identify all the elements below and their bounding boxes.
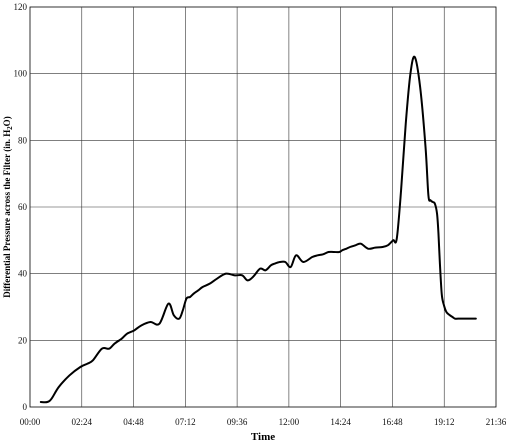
gridlines (30, 7, 496, 407)
y-tick-label: 100 (14, 69, 28, 79)
y-axis-title-subscript: 2 (6, 126, 14, 130)
y-tick-label: 40 (18, 269, 28, 279)
x-tick-label: 14:24 (330, 417, 351, 427)
differential-pressure-line (39, 55, 477, 404)
x-tick-label: 21:36 (486, 417, 507, 427)
x-tick-label: 16:48 (382, 417, 403, 427)
x-tick-label: 19:12 (434, 417, 455, 427)
x-axis-title: Time (251, 431, 275, 443)
x-tick-labels: 00:00 02:24 04:48 07:12 09:36 12:00 14:24 16:48… (20, 417, 507, 427)
x-tick-label: 04:48 (123, 417, 144, 427)
y-tick-label: 0 (23, 402, 28, 412)
y-tick-label: 60 (18, 202, 28, 212)
y-axis-title: Differential Pressure across the Filter … (2, 116, 14, 297)
x-tick-label: 02:24 (72, 417, 93, 427)
y-axis-title-main: Differential Pressure across the Filter … (2, 130, 12, 298)
y-tick-label: 120 (14, 2, 28, 12)
x-tick-label: 12:00 (279, 417, 300, 427)
y-tick-labels: 0 20 40 60 80 100 120 (14, 2, 28, 412)
x-tick-label: 09:36 (227, 417, 248, 427)
y-tick-label: 20 (18, 335, 28, 345)
y-axis-title-end: O) (2, 116, 12, 126)
x-tick-label: 07:12 (175, 417, 196, 427)
x-tick-label: 00:00 (20, 417, 41, 427)
y-tick-label: 80 (18, 135, 28, 145)
